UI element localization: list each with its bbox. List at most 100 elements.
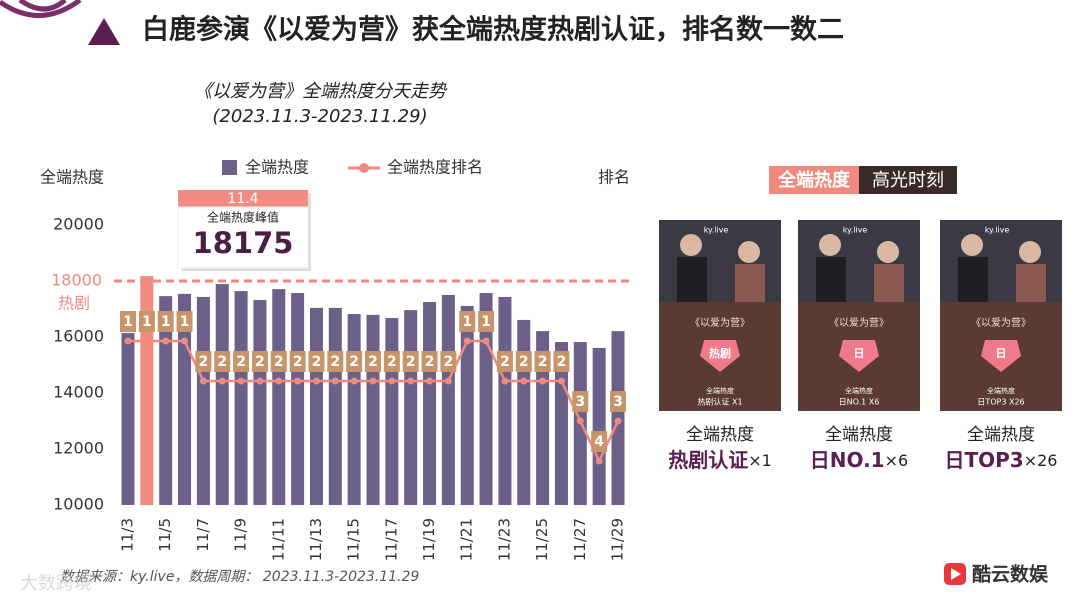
rank-label-box [308,351,325,372]
card-show: 《以爱为营》 [971,316,1031,329]
x-tick-label: 11/3 [119,518,137,552]
y2-axis-label: 排名 [598,168,630,187]
rank-point [463,337,471,345]
rank-point [331,377,339,385]
card-award: 日NO.1×6 [810,448,908,472]
rank-label-box [327,351,344,372]
bar [404,310,418,505]
rank-point [539,377,547,385]
x-tick-label: 11/13 [307,518,325,561]
rank-label-box [233,351,250,372]
chart-subtitle: (2023.11.3-2023.11.29) [212,106,427,127]
rank-label-box [553,351,570,372]
rank-label: 2 [538,354,548,370]
card-photo-figure [1019,241,1041,263]
bar [385,317,399,505]
card-award-count: ×1 [748,451,772,470]
rank-label-box [365,351,381,372]
card-photo-figure [819,234,841,256]
rank-point [199,377,207,385]
rank-label-box [591,431,608,452]
x-tick-label: 11/9 [232,518,250,552]
card-photo-figure [735,264,765,302]
rank-label-box [214,351,231,372]
card-brand: ky.live [704,226,729,235]
y-axis-label: 全端热度 [40,168,104,187]
rank-label-box [120,311,136,332]
x-tick-label: 11/17 [382,518,400,561]
peak-date: 11.4 [227,191,258,207]
legend-swatch [359,163,369,173]
bar [592,347,606,505]
card-photo-figure [680,234,702,256]
rank-label: 1 [123,314,133,330]
rank-point [350,377,358,385]
rank-label: 2 [406,354,416,370]
rank-point [275,377,283,385]
bar [215,284,229,505]
card-photo-figure [874,264,904,302]
card-badge-text: 热剧 [709,346,731,360]
card-badge [839,340,879,372]
card-brand: ky.live [985,226,1010,235]
card-inner-label: 热剧认证 X1 [697,397,742,407]
rank-point [557,377,565,385]
rank-point [482,337,490,345]
bar [423,302,437,505]
legend-label: 全端热度排名 [387,158,483,177]
rank-label-box [402,351,419,372]
rank-label-box [195,351,212,372]
rank-label-box [383,351,400,372]
reference-value: 18000 [51,271,102,290]
bar [234,291,248,505]
panel-tag [859,166,957,194]
panel-tag [769,166,859,194]
card-inner-label: 日NO.1 X6 [839,398,880,407]
rank-point [143,337,151,345]
y-tick-label: 14000 [53,383,104,402]
bar [159,296,173,505]
rank-point [218,377,226,385]
rank-label: 3 [613,394,623,410]
rank-label: 3 [575,394,585,410]
rank-label: 1 [180,314,190,330]
plot: 10000 12000 14000 16000 20000 18000 热剧 11/3 11/5… [51,190,630,561]
peak-value: 18175 [193,226,294,260]
card-photo-figure [877,241,899,263]
chart-title: 《以爱为营》全端热度分天走势 [194,81,448,102]
rank-point [256,377,264,385]
peak-box-head [178,190,308,207]
slide-title: 白鹿参演《以爱为营》获全端热度热剧认证，排名数一数二 [142,14,844,46]
x-tick-label: 11/23 [495,518,513,561]
rank-point [595,457,603,465]
x-tick-label: 11/27 [571,518,589,561]
legend-label: 全端热度 [245,158,309,177]
bar [309,307,323,505]
x-tick-label: 11/5 [156,518,174,552]
bar [253,300,267,505]
card-show: 《以爱为营》 [690,316,750,329]
bar [272,289,286,505]
card-caption: 全端热度 [686,425,754,445]
rank-label-box [534,351,551,372]
y-tick-label: 12000 [53,439,104,458]
rank-label: 2 [349,354,359,370]
rank-label-box [478,311,495,332]
rank-point [444,377,452,385]
rank-label-box [270,351,287,372]
legend-swatch [222,160,237,175]
card-inner-top: 全端热度 [845,386,873,395]
rank-label-box [440,351,457,372]
card-photo-figure [1016,264,1046,302]
bar [517,319,531,505]
bar [196,296,210,505]
rank-label-box [459,311,476,332]
rank-label: 2 [425,354,435,370]
rank-point [294,377,302,385]
y-tick-label: 16000 [53,327,104,346]
card-award-count: ×26 [1024,451,1058,470]
x-tick-label: 11/11 [269,518,287,561]
y-tick-label: 20000 [53,215,104,234]
peak-label: 全端热度峰值 [207,210,279,225]
